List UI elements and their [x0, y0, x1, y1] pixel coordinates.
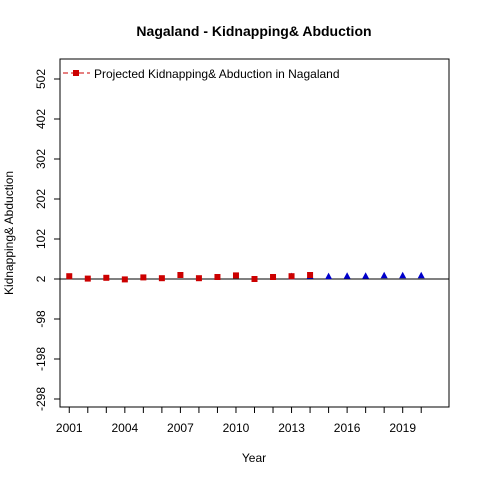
data-point-triangle	[380, 271, 388, 279]
x-tick-label: 2019	[389, 421, 416, 435]
x-axis-label: Year	[242, 451, 266, 465]
plot-frame	[59, 58, 450, 408]
data-point-triangle	[343, 272, 351, 279]
legend: Projected Kidnapping& Abduction in Nagal…	[63, 67, 340, 81]
data-point-square	[121, 276, 128, 283]
data-point-square	[195, 275, 202, 282]
x-axis-ticks: 2001 2004 2007 2010 2013 2016 2019	[56, 407, 422, 435]
chart-title: Nagaland - Kidnapping& Abduction	[136, 23, 371, 39]
data-point-square	[84, 275, 91, 282]
data-points	[66, 271, 425, 283]
x-tick-label: 2013	[278, 421, 305, 435]
y-tick-label: 302	[34, 149, 48, 169]
legend-label: Projected Kidnapping& Abduction in Nagal…	[94, 67, 340, 81]
data-point-triangle	[417, 271, 425, 279]
x-tick-label: 2016	[334, 421, 361, 435]
data-point-square	[158, 275, 165, 282]
data-point-square	[177, 272, 184, 278]
legend-marker	[73, 70, 79, 76]
x-tick-label: 2007	[167, 421, 194, 435]
y-tick-label: -198	[34, 347, 48, 371]
x-tick-label: 2010	[223, 421, 250, 435]
data-point-square	[66, 273, 73, 280]
y-tick-label: 402	[34, 109, 48, 129]
x-tick-label: 2004	[111, 421, 138, 435]
y-tick-label: 502	[34, 69, 48, 89]
data-point-square	[307, 272, 314, 278]
y-tick-label: 102	[34, 229, 48, 249]
data-point-square	[140, 274, 147, 281]
y-tick-label: -98	[34, 310, 48, 328]
y-axis-ticks: -298 -198 -98 2 102 202 302 402 502	[34, 69, 60, 411]
y-tick-label: 2	[34, 275, 48, 282]
y-tick-label: 202	[34, 189, 48, 209]
data-point-triangle	[399, 271, 407, 279]
data-point-square	[103, 274, 110, 281]
data-point-square	[214, 274, 221, 280]
data-point-square	[288, 273, 295, 280]
data-point-triangle	[325, 272, 333, 280]
data-point-square	[251, 276, 258, 282]
data-point-square	[270, 274, 277, 280]
data-point-triangle	[362, 272, 370, 279]
y-axis-label: Kidnapping& Abduction	[2, 171, 16, 295]
x-tick-label: 2001	[56, 421, 83, 435]
data-point-square	[232, 272, 239, 279]
y-tick-label: -298	[34, 387, 48, 411]
